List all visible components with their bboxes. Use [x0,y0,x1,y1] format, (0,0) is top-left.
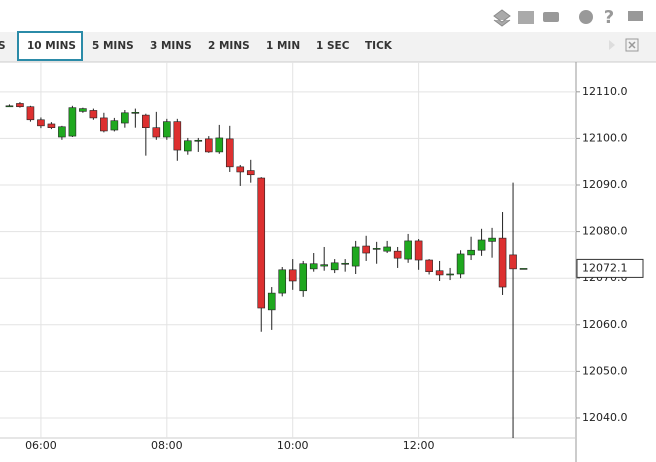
toolbar-icons: ? [493,7,643,28]
close-button[interactable] [625,38,639,52]
candle-body [498,237,507,288]
y-tick-label: 12050.0 [582,364,628,377]
y-tick-label: 12080.0 [582,225,628,238]
timeframe-tab[interactable]: 10 MINS [27,40,76,52]
candle-body [142,114,150,128]
candle-body [467,249,475,256]
candle-body [152,127,161,138]
candle-body [16,103,24,108]
candle-body [477,239,486,251]
candle-body [68,107,77,137]
timeframe-tab[interactable]: 2 MINS [208,40,250,52]
candle-body [435,270,444,276]
candle-body [519,268,528,270]
x-tick-label: 12:00 [403,439,435,452]
timeframe-tab[interactable]: 1 MIN [266,40,300,52]
plot-area [0,62,576,438]
candle-body [110,120,119,131]
candle-body [320,264,328,267]
candle-body [257,177,266,309]
candle-body [58,126,66,138]
y-tick-label: 12110.0 [582,85,628,98]
selected-tab[interactable] [17,31,83,61]
timeframe-tab[interactable]: 3 MINS [150,40,192,52]
grid [0,62,576,438]
candle-body [225,138,234,168]
last-price-box [576,258,644,278]
candle-body [246,170,255,176]
candle-body [204,138,213,153]
candle-body [456,253,465,275]
candles [5,102,528,438]
candle-body [79,108,87,112]
candle-body [414,240,423,261]
candle-body [236,166,245,173]
candle-body [351,246,360,267]
layers-icon[interactable] [493,9,511,27]
candle-body [100,117,108,132]
candle-body [184,140,192,152]
candle-body [372,248,381,250]
y-tick-label: 12040.0 [582,411,628,424]
candle-body [488,237,496,242]
last-price-label: 12072.1 [582,261,628,274]
close-x [628,41,636,49]
candle-body [47,123,56,128]
x-tick-label: 08:00 [151,439,183,452]
chat-icon[interactable] [628,11,643,21]
x-tick-label: 10:00 [277,439,309,452]
candle-body [446,273,454,276]
y-tick-label: 12090.0 [582,178,628,191]
candle-body [89,110,98,119]
candle-body [194,139,203,142]
timeframe-tab[interactable]: TICK [365,40,393,52]
candle-body [26,106,35,121]
candle-body [330,262,339,271]
candle-body [173,121,182,151]
timeframe-tab[interactable]: S [0,40,6,52]
timeframe-tab[interactable]: 5 MINS [92,40,134,52]
settings-icon[interactable] [579,10,593,24]
candle-body [509,254,517,270]
y-tick-label: 12060.0 [582,318,628,331]
candle-body [309,263,318,270]
candle-body [267,292,276,311]
candle-body [215,137,224,153]
candle-body [278,269,287,294]
candle-body [393,250,402,259]
candle-body [163,121,171,138]
timeframe-tab[interactable]: 1 SEC [316,40,350,52]
x-tick-label: 06:00 [25,439,57,452]
help-icon[interactable]: ? [604,7,614,28]
candle-body [404,240,412,260]
tab-bar [0,32,656,62]
candle-body [131,112,140,114]
y-tick-label: 12100.0 [582,131,628,144]
candle-body [362,245,370,254]
candle-body [288,269,297,282]
candle-body [341,262,349,265]
candle-body [5,105,14,108]
print-icon[interactable] [543,12,559,22]
candle-body [299,263,308,292]
candle-body [37,119,45,127]
candle-body [121,112,129,124]
image-icon[interactable] [518,11,534,24]
scroll-arrow[interactable] [609,40,615,50]
candle-body [383,246,391,252]
candle-body [425,259,433,272]
